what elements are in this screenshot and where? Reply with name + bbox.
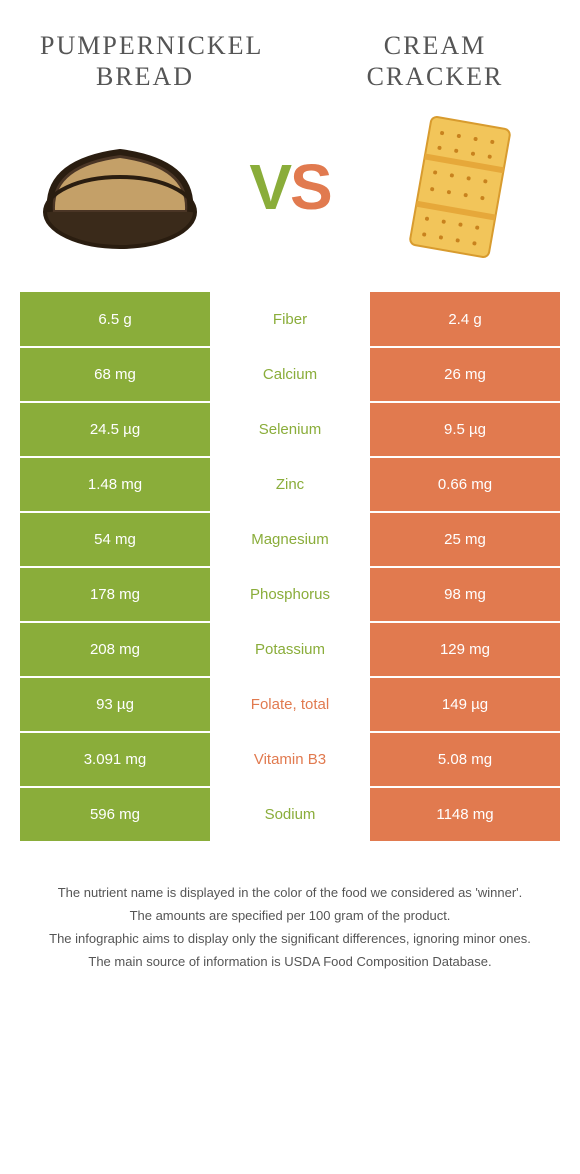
nutrient-label: Sodium: [210, 787, 370, 842]
left-value: 3.091 mg: [20, 732, 210, 787]
table-row: 68 mgCalcium26 mg: [20, 347, 560, 402]
left-value: 24.5 µg: [20, 402, 210, 457]
right-value: 1148 mg: [370, 787, 560, 842]
right-food-title: CREAM CRACKER: [330, 30, 540, 92]
nutrient-table: 6.5 gFiber2.4 g68 mgCalcium26 mg24.5 µgS…: [20, 292, 560, 843]
vs-s: S: [290, 151, 331, 223]
nutrient-label: Fiber: [210, 292, 370, 347]
left-value: 1.48 mg: [20, 457, 210, 512]
left-value: 178 mg: [20, 567, 210, 622]
table-row: 1.48 mgZinc0.66 mg: [20, 457, 560, 512]
right-value: 25 mg: [370, 512, 560, 567]
left-value: 6.5 g: [20, 292, 210, 347]
nutrient-label: Selenium: [210, 402, 370, 457]
vs-label: VS: [249, 150, 330, 224]
right-value: 0.66 mg: [370, 457, 560, 512]
left-food-title: PUMPERNICKEL BREAD: [40, 30, 250, 92]
footer-line-1: The nutrient name is displayed in the co…: [30, 883, 550, 904]
table-row: 6.5 gFiber2.4 g: [20, 292, 560, 347]
left-value: 54 mg: [20, 512, 210, 567]
nutrient-label: Vitamin B3: [210, 732, 370, 787]
table-row: 208 mgPotassium129 mg: [20, 622, 560, 677]
left-value: 93 µg: [20, 677, 210, 732]
nutrient-label: Calcium: [210, 347, 370, 402]
left-value: 68 mg: [20, 347, 210, 402]
right-food-image: [370, 112, 550, 262]
table-row: 54 mgMagnesium25 mg: [20, 512, 560, 567]
right-value: 5.08 mg: [370, 732, 560, 787]
left-value: 596 mg: [20, 787, 210, 842]
table-row: 596 mgSodium1148 mg: [20, 787, 560, 842]
right-value: 149 µg: [370, 677, 560, 732]
left-value: 208 mg: [20, 622, 210, 677]
table-row: 178 mgPhosphorus98 mg: [20, 567, 560, 622]
nutrient-label: Potassium: [210, 622, 370, 677]
nutrient-label: Phosphorus: [210, 567, 370, 622]
footer-line-3: The infographic aims to display only the…: [30, 929, 550, 950]
left-food-image: [30, 112, 210, 262]
header: PUMPERNICKEL BREAD CREAM CRACKER: [0, 0, 580, 92]
right-value: 26 mg: [370, 347, 560, 402]
footer-notes: The nutrient name is displayed in the co…: [0, 843, 580, 972]
footer-line-4: The main source of information is USDA F…: [30, 952, 550, 973]
table-row: 24.5 µgSelenium9.5 µg: [20, 402, 560, 457]
nutrient-label: Magnesium: [210, 512, 370, 567]
nutrient-label: Zinc: [210, 457, 370, 512]
nutrient-label: Folate, total: [210, 677, 370, 732]
table-row: 93 µgFolate, total149 µg: [20, 677, 560, 732]
images-row: VS: [0, 92, 580, 292]
right-value: 2.4 g: [370, 292, 560, 347]
right-value: 9.5 µg: [370, 402, 560, 457]
footer-line-2: The amounts are specified per 100 gram o…: [30, 906, 550, 927]
right-value: 98 mg: [370, 567, 560, 622]
vs-v: V: [249, 151, 290, 223]
table-row: 3.091 mgVitamin B35.08 mg: [20, 732, 560, 787]
right-value: 129 mg: [370, 622, 560, 677]
